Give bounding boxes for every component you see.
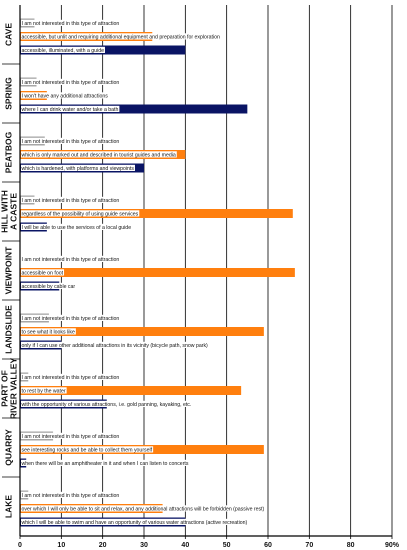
bar-label: where I can drink water and/or take a ba… bbox=[22, 107, 119, 113]
bar-label: accessible by cable car bbox=[22, 284, 76, 290]
bar-label: I am not interested in this type of attr… bbox=[22, 139, 120, 145]
bar-label-background bbox=[21, 223, 133, 230]
bar-label: I will be able to use the services of a … bbox=[22, 225, 132, 231]
bar-label: I am not interested in this type of attr… bbox=[22, 80, 120, 86]
bar-label-background bbox=[21, 255, 121, 262]
group-label: QUARRY bbox=[4, 429, 14, 466]
bar-label-background bbox=[21, 164, 135, 171]
group-label-line: QUARRY bbox=[4, 429, 14, 466]
bar-label: when there will be an amphitheater in it… bbox=[22, 461, 189, 467]
group-label-line: PART OF bbox=[0, 370, 10, 407]
group-label: PART OFRIVER VALLEY bbox=[0, 358, 19, 420]
group-label: CAVE bbox=[4, 23, 14, 46]
bar bbox=[20, 209, 293, 218]
bar-label-background bbox=[21, 387, 67, 394]
bar-label-background bbox=[21, 137, 121, 144]
bar-label: to see what it looks like bbox=[22, 329, 75, 335]
bar-label-background bbox=[21, 459, 190, 466]
group-label-line: CAVE bbox=[4, 23, 14, 46]
bar-label: I am not interested in this type of attr… bbox=[22, 316, 120, 322]
bar-label: I am not interested in this type of attr… bbox=[22, 375, 120, 381]
bar-label: over which I will only be able to sit an… bbox=[22, 506, 265, 512]
group-separators bbox=[2, 63, 20, 478]
bar-label: I am not interested in this type of attr… bbox=[22, 21, 120, 27]
bar-label-background bbox=[21, 46, 105, 53]
group-label: PEATBOG bbox=[4, 131, 14, 173]
bar-label: accessible on foot bbox=[22, 270, 64, 276]
bar-label-background bbox=[21, 92, 109, 99]
bar-label: which I will be able to swim and have an… bbox=[22, 520, 248, 526]
bar-label: accessible, but unlit and requiring addi… bbox=[22, 34, 221, 40]
x-tick-label: 90% bbox=[385, 542, 400, 549]
bar-label-background bbox=[21, 196, 121, 203]
bar-label-background bbox=[21, 33, 221, 40]
bar-label-background bbox=[21, 151, 177, 158]
bar-label: see interesting rocks and be able to col… bbox=[22, 447, 153, 453]
bar-label-background bbox=[21, 19, 121, 26]
x-tick-label: 60 bbox=[264, 542, 272, 549]
axes bbox=[19, 5, 393, 539]
bar-label-background bbox=[21, 446, 154, 453]
group-labels: CAVE SPRING PEATBOG HILL WITHA CASTE VIEWPOI… bbox=[0, 23, 19, 518]
bar-label-background bbox=[21, 518, 249, 525]
group-label: HILL WITHA CASTE bbox=[0, 190, 19, 233]
bar-label: I am not interested in this type of attr… bbox=[22, 198, 120, 204]
bar-label: I am not interested in this type of attr… bbox=[22, 434, 120, 440]
bar-label-background bbox=[21, 400, 193, 407]
bar-label-background bbox=[21, 105, 120, 112]
x-tick-label: 20 bbox=[99, 542, 107, 549]
x-tick-label: 30 bbox=[140, 542, 148, 549]
bar-labels: I am not interested in this type of attr… bbox=[21, 19, 266, 526]
group-label: LANDSLIDE bbox=[4, 305, 14, 354]
group-label-line: SPRING bbox=[4, 77, 14, 110]
bar bbox=[20, 104, 248, 114]
x-tick-label: 70 bbox=[305, 542, 313, 549]
group-label-line: PEATBOG bbox=[4, 131, 14, 173]
group-label: SPRING bbox=[4, 77, 14, 110]
group-label-line: LAKE bbox=[4, 495, 14, 518]
group-label-line: HILL WITH bbox=[0, 190, 10, 233]
x-tick-label: 10 bbox=[57, 542, 65, 549]
bar-label-background bbox=[21, 491, 121, 498]
bar-label: with the opportunity of various attracti… bbox=[22, 402, 192, 408]
bar-label: which is hardened, with platforms and vi… bbox=[22, 166, 135, 172]
bar-label: accessible, illuminated, with a guide bbox=[22, 48, 105, 54]
bar-label-background bbox=[21, 210, 140, 217]
bar-label: I am not interested in this type of attr… bbox=[22, 493, 120, 499]
group-label: VIEWPOINT bbox=[4, 246, 14, 295]
x-tick-labels: 0 10 20 30 40 50 60 70 80 90% bbox=[18, 542, 400, 549]
bar-label: I won't have any additional attractions bbox=[22, 93, 109, 99]
bar-label: I am not interested in this type of attr… bbox=[22, 257, 120, 263]
x-tick-label: 80 bbox=[347, 542, 355, 549]
bar-label-background bbox=[21, 505, 266, 512]
x-tick-label: 0 bbox=[18, 542, 22, 549]
bar bbox=[20, 268, 295, 277]
group-label: LAKE bbox=[4, 495, 14, 518]
bar-label: regardless of the possibility of using g… bbox=[22, 211, 139, 217]
group-label-line: RIVER VALLEY bbox=[9, 358, 19, 420]
bar-label-background bbox=[21, 328, 76, 335]
x-tick-label: 40 bbox=[181, 542, 189, 549]
x-tick-label: 50 bbox=[223, 542, 231, 549]
bar-label-background bbox=[21, 269, 65, 276]
group-label-line: A CASTE bbox=[9, 193, 19, 230]
bar-label: only if I can use other additional attra… bbox=[22, 343, 209, 349]
bar-label: to rest by the water bbox=[22, 388, 66, 394]
bar-label-background bbox=[21, 314, 121, 321]
bar-label-background bbox=[21, 432, 121, 439]
bar bbox=[20, 386, 242, 395]
bar-label-background bbox=[21, 78, 121, 85]
bar-label: which is only marked out and described i… bbox=[22, 152, 176, 158]
bar-label-background bbox=[21, 282, 77, 289]
bar-label-background bbox=[21, 341, 209, 348]
bar bbox=[20, 327, 264, 336]
group-label-line: LANDSLIDE bbox=[4, 305, 14, 354]
group-label-line: VIEWPOINT bbox=[4, 246, 14, 295]
bar-label-background bbox=[21, 373, 121, 380]
